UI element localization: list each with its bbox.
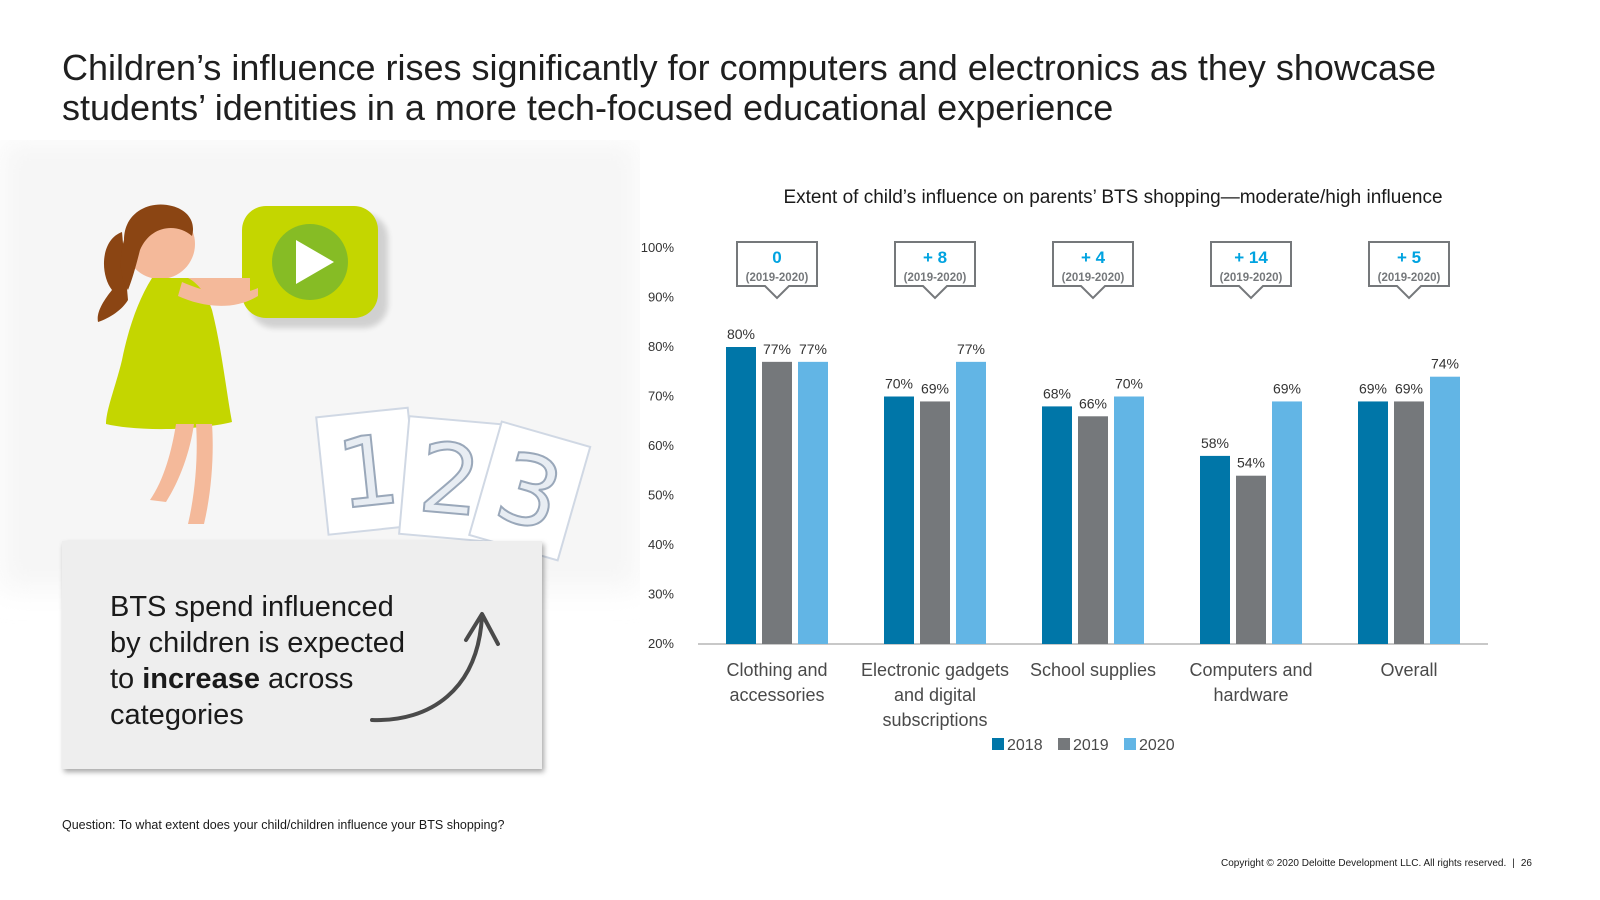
legend-swatch-2018 [992,738,1004,750]
data-label: 66% [1079,395,1107,411]
bar-2019-0 [762,361,792,644]
data-label: 68% [1043,385,1071,401]
callout-line-3: to increase across [110,661,470,697]
bar-2018-2 [1042,406,1072,644]
category-label: and digital [894,685,976,705]
callout-line-1: BTS spend influenced [110,591,394,623]
change-period: (2019-2020) [904,272,967,284]
y-tick-label: 30% [648,587,674,602]
girl-figure [97,204,258,524]
data-label: 69% [1273,380,1301,396]
bar-2020-3 [1272,401,1302,644]
footer: Copyright © 2020 Deloitte Development LL… [1221,858,1532,869]
data-label: 58% [1201,435,1229,451]
bar-2018-0 [726,347,756,644]
bar-2018-4 [1358,401,1388,644]
y-tick-label: 50% [648,488,674,503]
bar-2019-4 [1394,401,1424,644]
change-callout [736,241,818,300]
y-tick-label: 100% [641,240,675,255]
y-tick-label: 60% [648,438,674,453]
change-value: + 4 [1081,248,1106,267]
page-title: Children’s influence rises significantly… [62,48,1542,128]
curved-arrow-icon [370,612,500,723]
category-label: Electronic gadgets [861,660,1009,680]
data-label: 80% [727,326,755,342]
y-tick-label: 20% [648,636,674,651]
category-label: Overall [1380,660,1437,680]
data-label: 69% [1359,380,1387,396]
page-title-line-2: students’ identities in a more tech-focu… [62,87,1114,128]
legend-label: 2019 [1073,737,1109,754]
page-title-line-1: Children’s influence rises significantly… [62,47,1436,88]
change-period: (2019-2020) [1220,272,1283,284]
category-label: Clothing and [726,660,827,680]
callout-line-2: by children is expected [110,627,405,659]
data-label: 69% [1395,380,1423,396]
change-value: + 14 [1234,248,1268,267]
change-period: (2019-2020) [746,272,809,284]
change-callout [1052,241,1134,300]
data-label: 70% [885,376,913,392]
play-button-icon [242,206,388,328]
legend-swatch-2020 [1124,738,1136,750]
change-period: (2019-2020) [1062,272,1125,284]
change-value: + 5 [1397,248,1421,267]
number-card-1: 1 [315,406,422,536]
footer-separator: | [1512,858,1515,869]
category-label: accessories [729,685,824,705]
number-card-3: 3 [468,420,592,562]
change-value: + 8 [923,248,947,267]
bar-2019-3 [1236,475,1266,644]
bar-chart: Extent of child’s influence on parents’ … [641,187,1488,754]
legend-swatch-2019 [1058,738,1070,750]
girl-illustration: 1 2 3 [0,140,640,590]
callout-line-4: categories [110,699,244,731]
change-callout [894,241,976,300]
callout-box: BTS spend influenced by children is expe… [62,541,542,769]
bar-2018-1 [884,396,914,644]
change-callout [1210,241,1292,300]
category-label: hardware [1213,685,1288,705]
change-period: (2019-2020) [1378,272,1441,284]
category-label: Computers and [1189,660,1312,680]
legend-label: 2018 [1007,737,1043,754]
category-label: School supplies [1030,660,1156,680]
page-number: 26 [1520,858,1532,869]
bar-2020-1 [956,361,986,644]
bar-2019-2 [1078,416,1108,644]
data-label: 70% [1115,376,1143,392]
data-label: 69% [921,380,949,396]
category-label: subscriptions [882,710,987,730]
change-value: 0 [772,248,781,267]
data-label: 74% [1431,356,1459,372]
callout-emphasis: increase [142,663,260,695]
callout-line-3-pre: to [110,663,143,695]
copyright: Copyright © 2020 Deloitte Development LL… [1220,858,1507,869]
callout-line-3-post: across [259,663,354,695]
y-tick-label: 70% [648,389,674,404]
callout-text: BTS spend influenced by children is expe… [110,589,470,733]
data-label: 77% [799,341,827,357]
y-tick-label: 90% [648,290,674,305]
change-callout [1368,241,1450,300]
legend-label: 2020 [1139,737,1175,754]
y-tick-label: 80% [648,339,674,354]
bar-2018-3 [1200,455,1230,644]
chart-title: Extent of child’s influence on parents’ … [783,187,1442,208]
data-label: 54% [1237,455,1265,471]
bar-2020-4 [1430,376,1460,644]
bar-2019-1 [920,401,950,644]
y-tick-label: 40% [648,537,674,552]
data-label: 77% [763,341,791,357]
number-card-1-label: 1 [332,413,404,531]
bar-2020-0 [798,361,828,644]
question-note: Question: To what extent does your child… [62,818,505,832]
data-label: 77% [957,341,985,357]
bar-2020-2 [1114,396,1144,644]
